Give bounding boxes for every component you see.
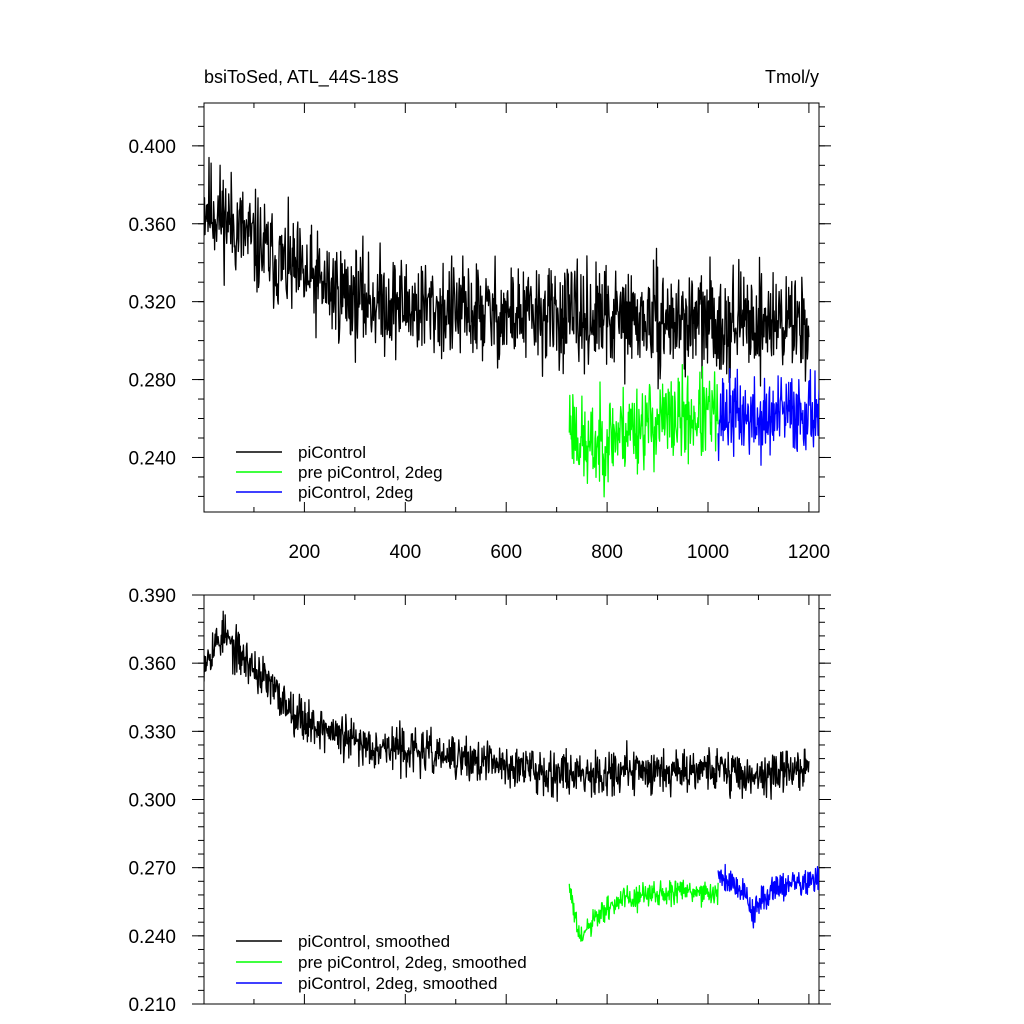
series-line-1 — [204, 610, 810, 802]
y-tick-label: 0.240 — [128, 448, 176, 469]
y-tick-label: 0.300 — [128, 791, 176, 812]
legend-label: piControl, 2deg, smoothed — [298, 974, 497, 993]
legend-label: pre piControl, 2deg — [298, 463, 443, 482]
x-tick-label: 600 — [490, 542, 522, 563]
legend-label: piControl, smoothed — [298, 932, 450, 951]
series-line-2 — [568, 364, 719, 498]
legend-label: piControl, 2deg — [298, 483, 413, 502]
series-line-2 — [568, 879, 719, 942]
x-tick-label: 1000 — [687, 542, 729, 563]
x-tick-label: 200 — [289, 542, 321, 563]
legend-label: piControl — [298, 443, 366, 462]
units-label: Tmol/y — [765, 67, 819, 87]
y-tick-label: 0.390 — [128, 586, 176, 607]
y-tick-label: 0.400 — [128, 137, 176, 158]
plot-frame — [203, 102, 820, 513]
series-line-3 — [717, 863, 819, 929]
legend-label: pre piControl, 2deg, smoothed — [298, 953, 527, 972]
y-tick-label: 0.330 — [128, 722, 176, 743]
bottom-panel: 0.210 0.240 0.270 0.300 0.330 0.360 0.390 piCon… — [128, 586, 831, 1016]
plot-frame — [203, 594, 820, 1005]
series-line-1 — [204, 156, 810, 390]
y-tick-label: 0.240 — [128, 927, 176, 948]
x-tick-label: 1200 — [788, 542, 830, 563]
y-tick-label: 0.320 — [128, 293, 176, 314]
x-tick-label: 400 — [389, 542, 421, 563]
x-tick-label: 800 — [591, 542, 623, 563]
y-tick-label: 0.210 — [128, 995, 176, 1016]
y-tick-label: 0.270 — [128, 859, 176, 880]
y-tick-label: 0.360 — [128, 654, 176, 675]
chart-title: bsiToSed, ATL_44S-18S — [204, 67, 399, 88]
y-tick-label: 0.360 — [128, 215, 176, 236]
top-panel: bsiToSed, ATL_44S-18S Tmol/y 200 400 600 80… — [128, 67, 831, 563]
series-line-3 — [717, 368, 819, 466]
y-tick-label: 0.280 — [128, 371, 176, 392]
